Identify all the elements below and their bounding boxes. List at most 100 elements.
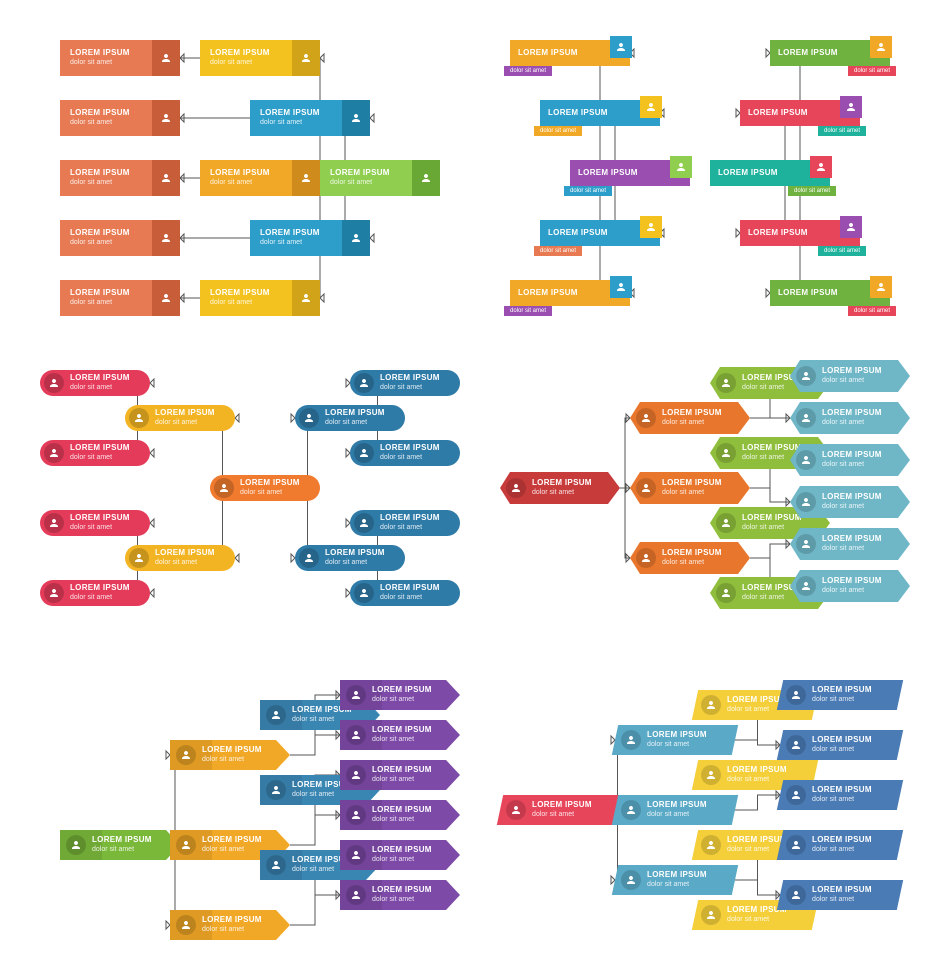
org-chart-p3: LOREM IPSUMdolor sit ametLOREM IPSUMdolo… xyxy=(40,360,460,620)
org-node: LOREM IPSUMdolor sit amet xyxy=(60,160,180,196)
node-title: LOREM IPSUM xyxy=(548,229,608,238)
node-sub: dolor sit amet xyxy=(848,66,896,76)
node-sub: dolor sit amet xyxy=(812,896,872,904)
node-title: LOREM IPSUM xyxy=(70,229,130,238)
node-title: LOREM IPSUM xyxy=(202,836,262,845)
node-sub: dolor sit amet xyxy=(788,186,836,196)
org-node: LOREM IPSUMdolor sit amet xyxy=(170,740,290,770)
node-sub: dolor sit amet xyxy=(742,594,802,602)
node-sub: dolor sit amet xyxy=(812,796,872,804)
org-node: LOREM IPSUMdolor sit amet xyxy=(40,580,150,606)
org-node: LOREM IPSUMdolor sit amet xyxy=(740,100,860,126)
person-icon xyxy=(701,835,721,855)
node-sub: dolor sit amet xyxy=(372,776,432,784)
node-sub: dolor sit amet xyxy=(662,489,722,497)
node-sub: dolor sit amet xyxy=(504,66,552,76)
org-chart-p6: LOREM IPSUMdolor sit ametLOREM IPSUMdolo… xyxy=(500,680,910,940)
node-sub: dolor sit amet xyxy=(70,179,130,187)
person-icon xyxy=(152,280,180,316)
node-title: LOREM IPSUM xyxy=(155,549,215,558)
org-node: LOREM IPSUMdolor sit amet xyxy=(200,160,320,196)
person-icon xyxy=(129,408,149,428)
node-sub: dolor sit amet xyxy=(325,559,385,567)
node-sub: dolor sit amet xyxy=(70,299,130,307)
node-sub: dolor sit amet xyxy=(70,59,130,67)
node-sub: dolor sit amet xyxy=(662,419,722,427)
org-node: LOREM IPSUMdolor sit amet xyxy=(777,880,903,910)
node-sub: dolor sit amet xyxy=(818,246,866,256)
person-icon xyxy=(786,785,806,805)
person-icon xyxy=(786,835,806,855)
node-sub: dolor sit amet xyxy=(210,59,270,67)
person-icon xyxy=(346,685,366,705)
org-node: LOREM IPSUMdolor sit amet xyxy=(60,40,180,76)
node-sub: dolor sit amet xyxy=(70,454,130,462)
person-icon xyxy=(346,885,366,905)
org-node: LOREM IPSUMdolor sit amet xyxy=(777,830,903,860)
person-icon xyxy=(701,905,721,925)
org-node: LOREM IPSUMdolor sit amet xyxy=(777,680,903,710)
person-icon xyxy=(640,96,662,118)
person-icon xyxy=(44,583,64,603)
person-icon xyxy=(346,805,366,825)
person-icon xyxy=(786,685,806,705)
person-icon xyxy=(610,276,632,298)
org-node: LOREM IPSUMdolor sit amet xyxy=(630,542,750,574)
node-sub: dolor sit amet xyxy=(202,846,262,854)
node-sub: dolor sit amet xyxy=(325,419,385,427)
node-sub: dolor sit amet xyxy=(822,419,882,427)
node-sub: dolor sit amet xyxy=(647,741,707,749)
node-title: LOREM IPSUM xyxy=(822,493,882,502)
node-sub: dolor sit amet xyxy=(240,489,300,497)
node-sub: dolor sit amet xyxy=(70,594,130,602)
org-node: LOREM IPSUMdolor sit amet xyxy=(510,280,630,306)
org-node: LOREM IPSUMdolor sit amet xyxy=(40,370,150,396)
node-sub: dolor sit amet xyxy=(70,524,130,532)
person-icon xyxy=(716,583,736,603)
node-title: LOREM IPSUM xyxy=(70,169,130,178)
node-sub: dolor sit amet xyxy=(564,186,612,196)
node-title: LOREM IPSUM xyxy=(812,886,872,895)
org-node: LOREM IPSUMdolor sit amet xyxy=(790,360,910,392)
org-node: LOREM IPSUMdolor sit amet xyxy=(340,720,460,750)
node-title: LOREM IPSUM xyxy=(822,451,882,460)
person-icon xyxy=(701,765,721,785)
node-sub: dolor sit amet xyxy=(202,756,262,764)
org-chart-p1: LOREM IPSUMdolor sit ametLOREM IPSUMdolo… xyxy=(40,30,440,310)
node-sub: dolor sit amet xyxy=(260,239,320,247)
node-sub: dolor sit amet xyxy=(372,696,432,704)
node-title: LOREM IPSUM xyxy=(155,409,215,418)
person-icon xyxy=(640,216,662,238)
node-sub: dolor sit amet xyxy=(822,503,882,511)
node-title: LOREM IPSUM xyxy=(210,49,270,58)
person-icon xyxy=(266,780,286,800)
person-icon xyxy=(354,373,374,393)
node-title: LOREM IPSUM xyxy=(662,549,722,558)
person-icon xyxy=(354,583,374,603)
node-title: LOREM IPSUM xyxy=(330,169,390,178)
person-icon xyxy=(796,366,816,386)
node-title: LOREM IPSUM xyxy=(532,479,592,488)
org-node: LOREM IPSUMdolor sit amet xyxy=(250,100,370,136)
node-title: LOREM IPSUM xyxy=(748,109,808,118)
node-title: LOREM IPSUM xyxy=(727,766,787,775)
node-title: LOREM IPSUM xyxy=(812,836,872,845)
person-icon xyxy=(796,576,816,596)
person-icon xyxy=(796,408,816,428)
node-sub: dolor sit amet xyxy=(504,306,552,316)
org-node: LOREM IPSUMdolor sit amet xyxy=(250,220,370,256)
node-title: LOREM IPSUM xyxy=(202,746,262,755)
node-sub: dolor sit amet xyxy=(372,856,432,864)
node-sub: dolor sit amet xyxy=(532,811,592,819)
node-sub: dolor sit amet xyxy=(534,126,582,136)
node-title: LOREM IPSUM xyxy=(210,169,270,178)
node-sub: dolor sit amet xyxy=(155,559,215,567)
org-node: LOREM IPSUMdolor sit amet xyxy=(790,444,910,476)
person-icon xyxy=(786,735,806,755)
node-title: LOREM IPSUM xyxy=(518,289,578,298)
person-icon xyxy=(44,373,64,393)
node-title: LOREM IPSUM xyxy=(70,109,130,118)
person-icon xyxy=(870,36,892,58)
org-node: LOREM IPSUMdolor sit amet xyxy=(170,910,290,940)
node-sub: dolor sit amet xyxy=(812,696,872,704)
